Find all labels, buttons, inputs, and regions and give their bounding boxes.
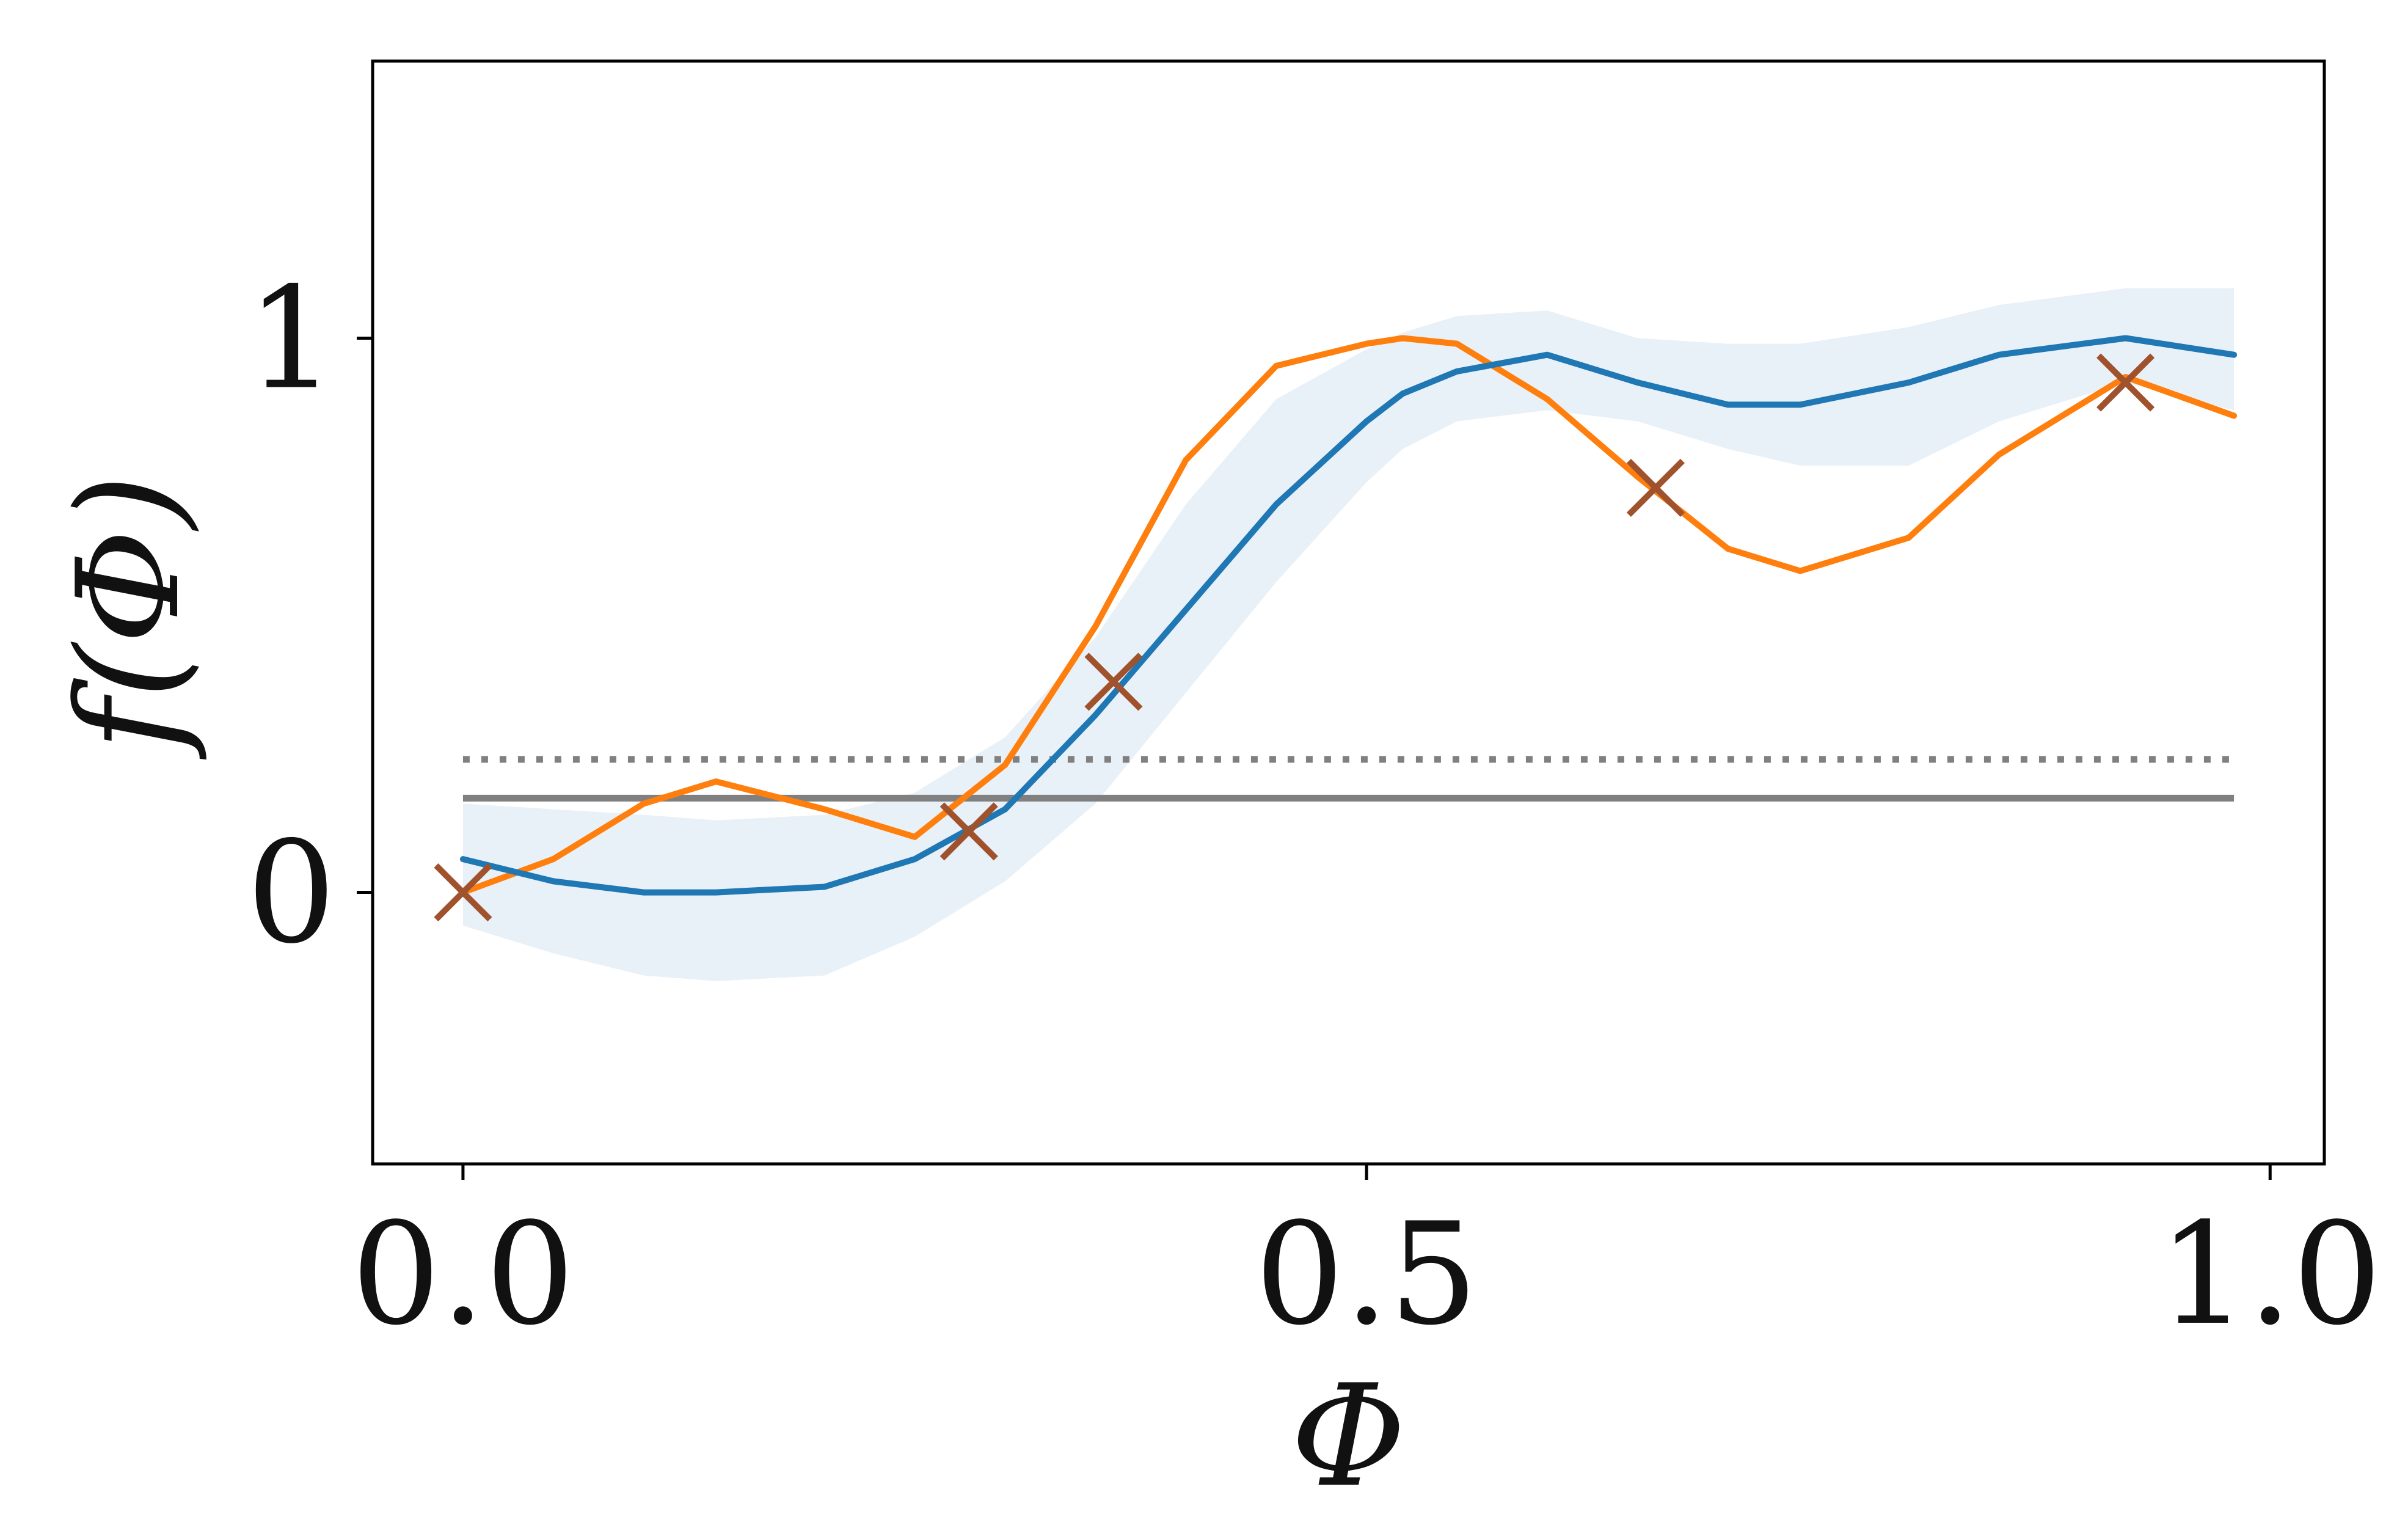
observation-marker <box>2096 353 2155 412</box>
x-tick-label: 1.0 <box>2158 1193 2382 1356</box>
plot-area <box>434 288 2238 981</box>
observation-marker <box>434 863 492 922</box>
true-function-line <box>459 335 2238 896</box>
y-tick-label: 1 <box>247 258 336 421</box>
confidence-band <box>462 288 2235 981</box>
observation-marker <box>1626 458 1685 517</box>
observation-marker <box>939 802 998 861</box>
observation-marker <box>1084 653 1143 711</box>
x-axis: 0.0 0.5 1.0 <box>351 1164 2382 1356</box>
x-axis-title: Φ <box>1291 1355 1406 1518</box>
y-tick-label: 0 <box>247 812 336 975</box>
posterior-mean-line <box>459 335 2238 896</box>
x-tick-label: 0.5 <box>1255 1193 1478 1356</box>
x-tick-label: 0.0 <box>351 1193 575 1356</box>
y-axis-title: f(Φ) <box>48 474 211 760</box>
axes-frame <box>371 59 2326 1166</box>
y-axis: 01 <box>247 258 373 975</box>
